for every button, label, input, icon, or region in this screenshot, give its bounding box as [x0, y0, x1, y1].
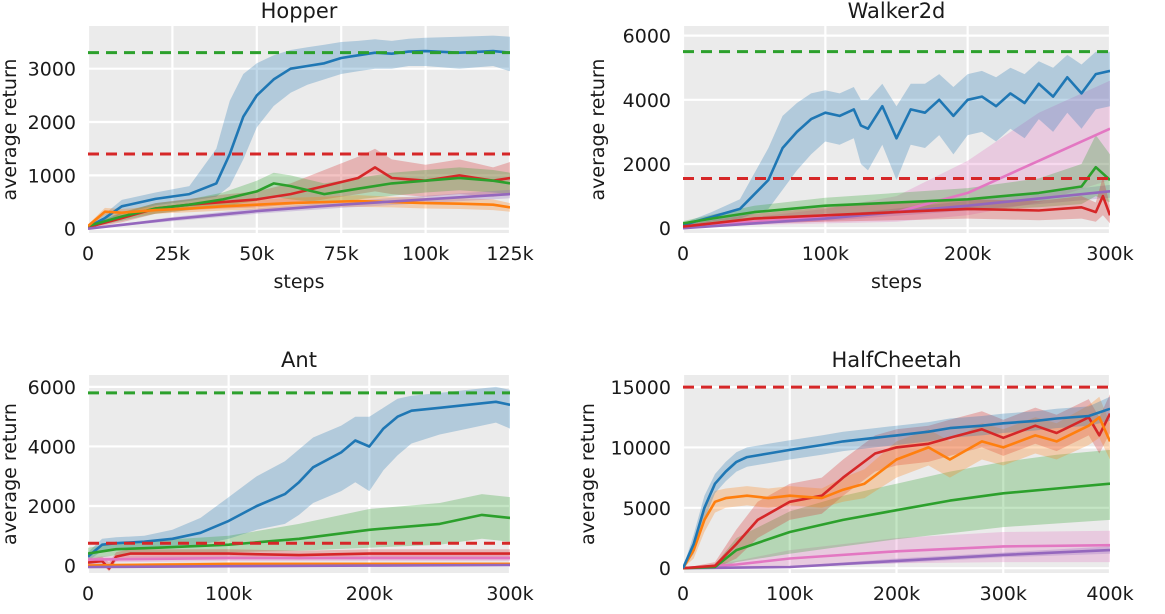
subplot-1: 0 100k 200k 300k 0 2000 4000 6000 Walker2d steps a…	[587, 0, 1134, 293]
y-tick-label: 10000	[611, 437, 671, 459]
series-4-line	[683, 415, 1110, 569]
y-tick-label: 0	[64, 219, 76, 241]
series-2-line	[683, 69, 1110, 227]
y-tick-label: 6000	[623, 26, 671, 48]
y-axis-label: average return	[587, 59, 609, 201]
plot-area	[683, 50, 1110, 230]
y-tick-label: 2000	[28, 496, 76, 518]
y-tick-label: 5000	[623, 498, 671, 520]
series-0-band	[88, 386, 510, 562]
x-tick-label: 100k	[766, 583, 813, 605]
y-tick-label: 15000	[611, 377, 671, 399]
y-tick-label: 0	[64, 556, 76, 578]
series-0-line	[683, 543, 1110, 570]
x-tick-label: 100k	[802, 243, 849, 265]
plot-area	[88, 35, 510, 230]
subplot-3: 0 100k 200k 300k 400k 0 5000 10000 15000 HalfChee…	[577, 348, 1134, 605]
x-tick-label: 300k	[486, 583, 533, 605]
x-axis-label: steps	[274, 271, 325, 293]
y-axis-label: average return	[0, 403, 21, 545]
x-tick-label: 200k	[873, 583, 920, 605]
plot-area	[88, 386, 510, 572]
y-tick-label: 0	[659, 218, 671, 240]
series-5-line	[683, 407, 1110, 569]
subplot-0: 0 25k 50k 75k 100k 125k 0 1000 2000 3000 Hopper ste…	[0, 0, 534, 293]
y-tick-label: 3000	[28, 59, 76, 81]
x-tick-label: 100k	[205, 583, 252, 605]
x-tick-label: 200k	[944, 243, 991, 265]
x-tick-label: 25k	[155, 243, 190, 265]
x-axis-label: steps	[871, 271, 922, 293]
x-tick-label: 75k	[324, 243, 359, 265]
y-tick-label: 2000	[28, 112, 76, 134]
x-tick-label: 0	[82, 243, 94, 265]
x-tick-label: 300k	[1086, 243, 1133, 265]
series-3-line	[683, 413, 1110, 570]
y-tick-label: 1000	[28, 165, 76, 187]
subplot-title: Hopper	[261, 0, 338, 23]
series-0-band	[88, 35, 510, 229]
x-tick-label: 100k	[402, 243, 449, 265]
y-tick-label: 6000	[28, 377, 76, 399]
series-4-line	[88, 192, 510, 230]
x-tick-label: 0	[677, 243, 689, 265]
y-tick-label: 4000	[28, 436, 76, 458]
x-tick-label: 0	[82, 583, 94, 605]
x-tick-label: 400k	[1086, 583, 1133, 605]
x-tick-label: 0	[677, 583, 689, 605]
plot-area	[683, 385, 1110, 570]
x-tick-label: 300k	[980, 583, 1027, 605]
series-1-line	[683, 548, 1110, 570]
y-axis-label: average return	[577, 403, 599, 545]
subplot-title: HalfCheetah	[831, 348, 961, 372]
series-0-line	[88, 400, 510, 558]
subplot-title: Walker2d	[848, 0, 946, 23]
y-axis-label: average return	[0, 59, 21, 201]
series-2-line	[88, 176, 510, 228]
series-4-line	[683, 194, 1110, 228]
y-tick-label: 4000	[623, 90, 671, 112]
series-3-line	[683, 165, 1110, 225]
series-1-line	[88, 513, 510, 555]
y-tick-label: 2000	[623, 154, 671, 176]
subplot-2: 0 100k 200k 300k 0 2000 4000 6000 Ant average ret…	[0, 348, 534, 605]
series-5-line	[88, 563, 510, 569]
series-3-line	[88, 556, 510, 561]
x-tick-label: 200k	[346, 583, 393, 605]
x-tick-label: 50k	[239, 243, 274, 265]
series-0-band	[683, 80, 1110, 228]
y-tick-label: 0	[659, 558, 671, 580]
x-tick-label: 125k	[486, 243, 533, 265]
series-5-band	[683, 396, 1110, 569]
series-4-band	[683, 396, 1110, 569]
series-3-line	[88, 199, 510, 228]
series-2-line	[683, 482, 1110, 570]
subplot-title: Ant	[281, 348, 317, 372]
